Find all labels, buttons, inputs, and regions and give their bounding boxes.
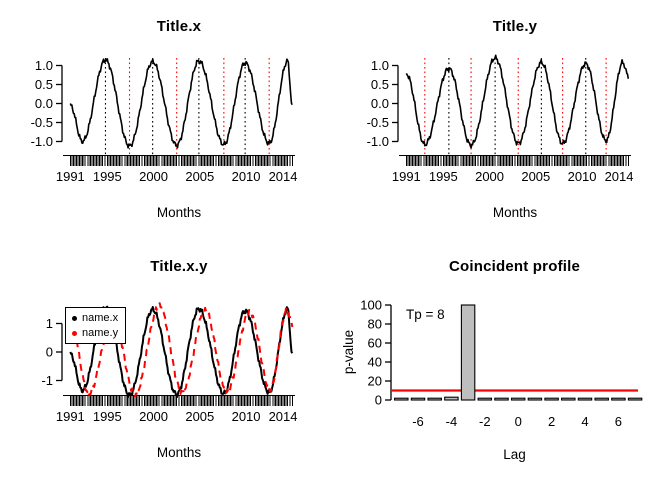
svg-text:2010: 2010: [568, 169, 597, 184]
svg-text:2005: 2005: [185, 169, 214, 184]
svg-text:0.0: 0.0: [35, 96, 53, 111]
x-axis-label: Months: [156, 445, 202, 460]
panel-coincident-profile: 0 20 40 60 80 100 -6 -4 -2 0 2 4 6 Coincident profil…: [336, 240, 672, 480]
svg-text:2010: 2010: [232, 169, 261, 184]
legend-label: name.y: [82, 326, 119, 339]
svg-text:0: 0: [515, 414, 522, 429]
y-axis: 1.0 0.5 0.0 -0.5 -1.0: [31, 58, 63, 149]
legend: name.x name.y: [65, 307, 126, 344]
panel-title: Title.x.y: [150, 258, 208, 275]
svg-text:-1.0: -1.0: [31, 134, 53, 149]
svg-text:20: 20: [368, 374, 382, 389]
svg-text:40: 40: [368, 355, 382, 370]
title-x-y-plot: 1 0 -1 1991 1995 2000 2005 2010 2014: [41, 302, 298, 424]
svg-text:1991: 1991: [56, 169, 85, 184]
series-name.y: [405, 54, 630, 149]
red-point-marker-icon: [72, 330, 77, 336]
y-axis: 1 0 -1: [41, 316, 63, 388]
svg-text:60: 60: [368, 336, 382, 351]
svg-text:6: 6: [615, 414, 622, 429]
svg-text:-4: -4: [446, 414, 458, 429]
monthly-rug-axis: [63, 394, 295, 406]
svg-text:-0.5: -0.5: [367, 115, 389, 130]
svg-text:1991: 1991: [56, 409, 85, 424]
svg-text:2000: 2000: [139, 169, 168, 184]
coincident-profile-plot: 0 20 40 60 80 100 -6 -4 -2 0 2 4 6: [360, 298, 643, 429]
x-axis-label: Months: [156, 205, 202, 220]
panel-title: Title.x: [156, 18, 202, 35]
svg-text:1995: 1995: [93, 169, 122, 184]
svg-text:-6: -6: [412, 414, 424, 429]
panel-title-x-y: 1 0 -1 1991 1995 2000 2005 2010 2014 Title.x.y M…: [0, 240, 336, 480]
svg-text:2014: 2014: [605, 169, 634, 184]
legend-item-name-x: name.x: [72, 311, 125, 324]
series-name.x: [69, 305, 294, 398]
svg-text:-2: -2: [479, 414, 491, 429]
panel-title-y: 1.0 0.5 0.0 -0.5 -1.0 1991 1995 2000 2005 2010 201…: [336, 0, 672, 240]
x-axis-ticks: 1991 1995 2000 2005 2010 2014: [392, 169, 634, 184]
monthly-rug-axis: [63, 154, 295, 166]
y-axis: 1.0 0.5 0.0 -0.5 -1.0: [367, 58, 399, 149]
svg-text:0.5: 0.5: [35, 77, 53, 92]
x-axis-ticks: -6 -4 -2 0 2 4 6: [412, 414, 622, 429]
svg-text:1995: 1995: [93, 409, 122, 424]
panel-title-x: 1.0 0.5 0.0 -0.5 -1.0 1991 1995 2000 2005 2010 201…: [0, 0, 336, 240]
legend-label: name.x: [82, 311, 119, 324]
y-axis: 0 20 40 60 80 100: [360, 298, 392, 408]
svg-text:0: 0: [46, 345, 53, 360]
svg-text:-1.0: -1.0: [367, 134, 389, 149]
legend-item-name-y: name.y: [72, 326, 125, 339]
tp-annotation: Tp = 8: [406, 307, 445, 322]
svg-text:2005: 2005: [521, 169, 550, 184]
series-name.y: [69, 302, 294, 398]
svg-text:1: 1: [46, 316, 53, 331]
svg-text:2005: 2005: [185, 409, 214, 424]
svg-text:1991: 1991: [392, 169, 421, 184]
svg-text:2014: 2014: [269, 169, 298, 184]
svg-text:2000: 2000: [139, 409, 168, 424]
svg-text:1.0: 1.0: [35, 58, 53, 73]
title-y-plot: 1.0 0.5 0.0 -0.5 -1.0 1991 1995 2000 2005 2010 201…: [367, 54, 634, 184]
svg-text:100: 100: [360, 298, 382, 313]
svg-text:-1: -1: [41, 373, 53, 388]
panel-title: Coincident profile: [448, 258, 581, 275]
svg-text:4: 4: [581, 414, 588, 429]
title-x-plot: 1.0 0.5 0.0 -0.5 -1.0 1991 1995 2000 2005 2010 201…: [31, 58, 298, 184]
p-value-bars: [394, 304, 643, 401]
svg-text:0.5: 0.5: [371, 77, 389, 92]
svg-text:-0.5: -0.5: [31, 115, 53, 130]
panel-title: Title.y: [492, 18, 538, 35]
x-axis-label: Months: [492, 205, 538, 220]
x-axis-ticks: 1991 1995 2000 2005 2010 2014: [56, 409, 298, 424]
monthly-rug-axis: [399, 154, 631, 166]
svg-text:80: 80: [368, 317, 382, 332]
svg-text:2: 2: [548, 414, 555, 429]
svg-text:0: 0: [375, 393, 382, 408]
y-axis-label: p-value: [341, 329, 356, 375]
svg-text:2000: 2000: [475, 169, 504, 184]
svg-text:2014: 2014: [269, 409, 298, 424]
x-axis-label: Lag: [503, 447, 526, 462]
svg-text:2010: 2010: [232, 409, 261, 424]
series-name.x: [69, 58, 293, 149]
black-point-marker-icon: [72, 315, 77, 321]
svg-text:1.0: 1.0: [371, 58, 389, 73]
x-axis-ticks: 1991 1995 2000 2005 2010 2014: [56, 169, 298, 184]
svg-text:1995: 1995: [429, 169, 458, 184]
svg-text:0.0: 0.0: [371, 96, 389, 111]
